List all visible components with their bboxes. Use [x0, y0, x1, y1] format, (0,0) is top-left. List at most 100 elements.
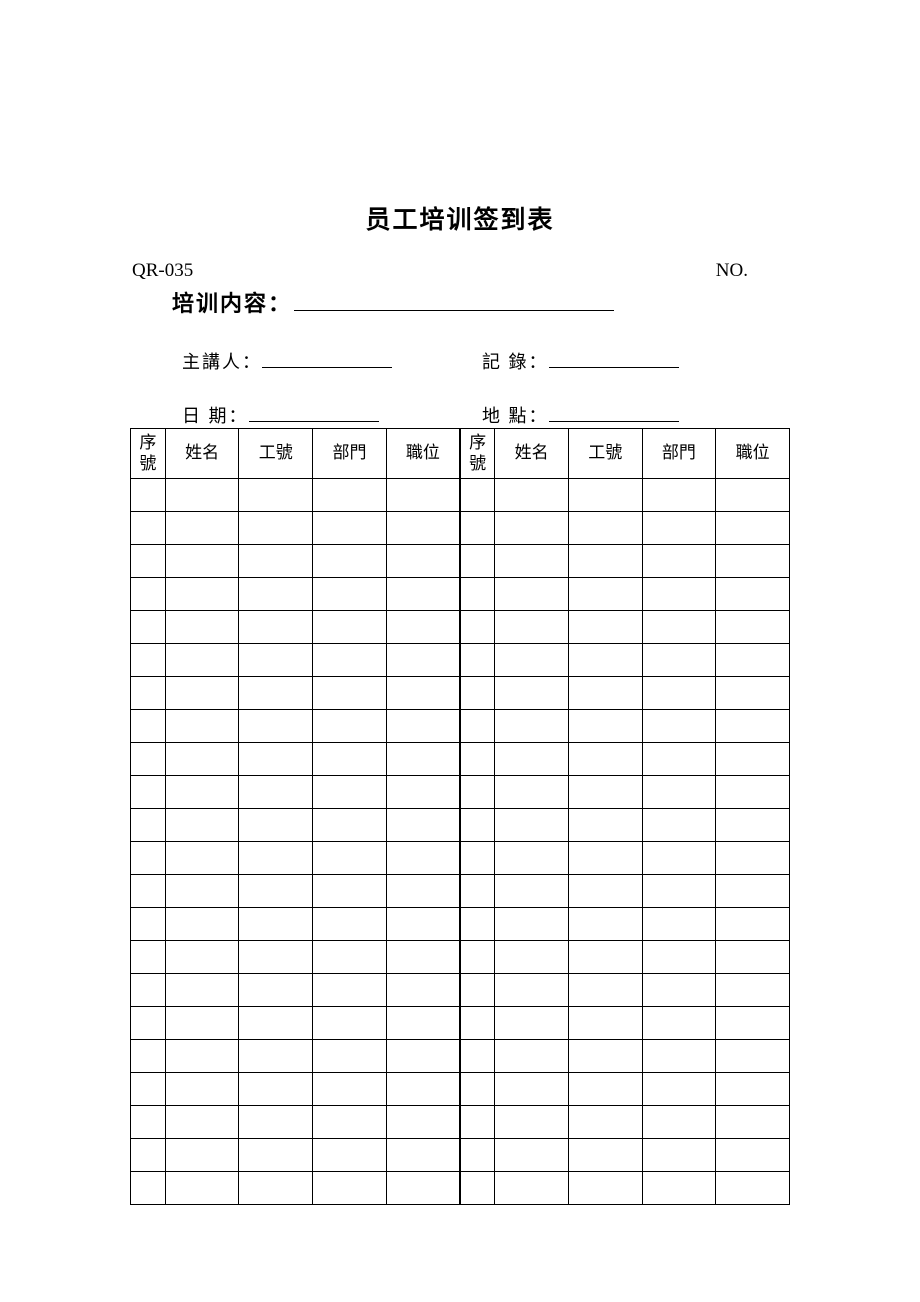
table-cell[interactable] — [495, 1040, 569, 1073]
table-cell[interactable] — [386, 545, 460, 578]
table-cell[interactable] — [460, 545, 495, 578]
table-cell[interactable] — [495, 776, 569, 809]
table-cell[interactable] — [165, 842, 239, 875]
table-cell[interactable] — [568, 578, 642, 611]
table-cell[interactable] — [313, 974, 387, 1007]
table-cell[interactable] — [716, 644, 790, 677]
table-cell[interactable] — [568, 1172, 642, 1205]
table-cell[interactable] — [568, 710, 642, 743]
table-cell[interactable] — [495, 1139, 569, 1172]
table-cell[interactable] — [495, 1073, 569, 1106]
table-cell[interactable] — [568, 842, 642, 875]
table-cell[interactable] — [131, 941, 166, 974]
table-cell[interactable] — [165, 578, 239, 611]
table-cell[interactable] — [386, 842, 460, 875]
table-cell[interactable] — [642, 875, 716, 908]
table-cell[interactable] — [386, 1007, 460, 1040]
table-cell[interactable] — [313, 842, 387, 875]
table-cell[interactable] — [239, 545, 313, 578]
table-cell[interactable] — [386, 710, 460, 743]
table-cell[interactable] — [568, 941, 642, 974]
table-cell[interactable] — [313, 1040, 387, 1073]
table-cell[interactable] — [239, 578, 313, 611]
table-cell[interactable] — [239, 1172, 313, 1205]
table-cell[interactable] — [642, 611, 716, 644]
date-blank[interactable] — [249, 404, 379, 422]
table-cell[interactable] — [313, 611, 387, 644]
table-cell[interactable] — [386, 1106, 460, 1139]
table-cell[interactable] — [131, 809, 166, 842]
table-cell[interactable] — [716, 578, 790, 611]
table-cell[interactable] — [460, 776, 495, 809]
table-cell[interactable] — [313, 809, 387, 842]
table-cell[interactable] — [239, 479, 313, 512]
table-cell[interactable] — [642, 710, 716, 743]
table-cell[interactable] — [568, 512, 642, 545]
table-cell[interactable] — [165, 545, 239, 578]
table-cell[interactable] — [716, 1172, 790, 1205]
table-cell[interactable] — [239, 941, 313, 974]
table-cell[interactable] — [165, 941, 239, 974]
table-cell[interactable] — [131, 908, 166, 941]
table-cell[interactable] — [131, 1007, 166, 1040]
table-cell[interactable] — [568, 1106, 642, 1139]
table-cell[interactable] — [568, 974, 642, 1007]
table-cell[interactable] — [313, 941, 387, 974]
table-cell[interactable] — [716, 545, 790, 578]
table-cell[interactable] — [495, 743, 569, 776]
table-cell[interactable] — [239, 974, 313, 1007]
table-cell[interactable] — [642, 479, 716, 512]
table-cell[interactable] — [313, 644, 387, 677]
table-cell[interactable] — [642, 1106, 716, 1139]
table-cell[interactable] — [642, 677, 716, 710]
table-cell[interactable] — [716, 677, 790, 710]
table-cell[interactable] — [460, 710, 495, 743]
table-cell[interactable] — [239, 512, 313, 545]
table-cell[interactable] — [642, 1073, 716, 1106]
table-cell[interactable] — [642, 644, 716, 677]
table-cell[interactable] — [495, 1007, 569, 1040]
table-cell[interactable] — [495, 842, 569, 875]
table-cell[interactable] — [165, 677, 239, 710]
table-cell[interactable] — [165, 875, 239, 908]
table-cell[interactable] — [568, 743, 642, 776]
table-cell[interactable] — [313, 710, 387, 743]
table-cell[interactable] — [386, 1139, 460, 1172]
table-cell[interactable] — [239, 644, 313, 677]
table-cell[interactable] — [495, 809, 569, 842]
table-cell[interactable] — [568, 479, 642, 512]
table-cell[interactable] — [495, 974, 569, 1007]
table-cell[interactable] — [642, 776, 716, 809]
table-cell[interactable] — [239, 743, 313, 776]
table-cell[interactable] — [239, 875, 313, 908]
table-cell[interactable] — [239, 1139, 313, 1172]
table-cell[interactable] — [131, 545, 166, 578]
table-cell[interactable] — [642, 809, 716, 842]
table-cell[interactable] — [131, 1040, 166, 1073]
table-cell[interactable] — [642, 1139, 716, 1172]
table-cell[interactable] — [386, 908, 460, 941]
table-cell[interactable] — [131, 875, 166, 908]
table-cell[interactable] — [239, 1073, 313, 1106]
table-cell[interactable] — [386, 578, 460, 611]
table-cell[interactable] — [313, 1007, 387, 1040]
table-cell[interactable] — [460, 875, 495, 908]
table-cell[interactable] — [642, 578, 716, 611]
table-cell[interactable] — [716, 743, 790, 776]
table-cell[interactable] — [386, 974, 460, 1007]
table-cell[interactable] — [460, 974, 495, 1007]
table-cell[interactable] — [642, 512, 716, 545]
table-cell[interactable] — [460, 1172, 495, 1205]
table-cell[interactable] — [716, 974, 790, 1007]
table-cell[interactable] — [165, 908, 239, 941]
table-cell[interactable] — [165, 776, 239, 809]
table-cell[interactable] — [568, 1040, 642, 1073]
table-cell[interactable] — [165, 479, 239, 512]
content-blank[interactable] — [294, 289, 614, 311]
table-cell[interactable] — [165, 1139, 239, 1172]
table-cell[interactable] — [313, 1073, 387, 1106]
table-cell[interactable] — [313, 776, 387, 809]
table-cell[interactable] — [460, 578, 495, 611]
table-cell[interactable] — [495, 611, 569, 644]
table-cell[interactable] — [239, 710, 313, 743]
